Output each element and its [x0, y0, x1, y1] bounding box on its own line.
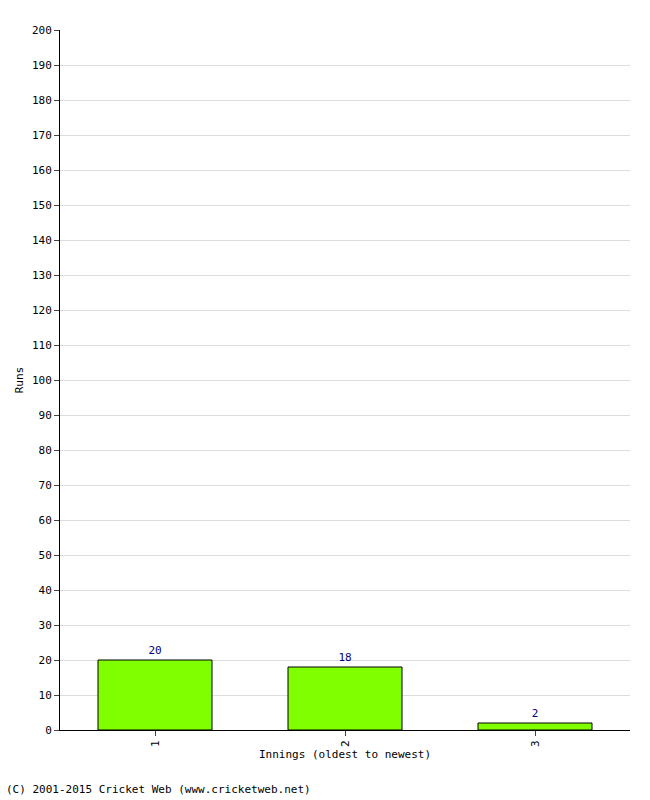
svg-text:1: 1 [149, 740, 162, 747]
svg-text:120: 120 [32, 304, 52, 317]
svg-text:70: 70 [39, 479, 52, 492]
svg-text:2: 2 [339, 740, 352, 747]
svg-text:90: 90 [39, 409, 52, 422]
svg-text:18: 18 [338, 651, 351, 664]
svg-text:180: 180 [32, 94, 52, 107]
svg-text:20: 20 [148, 644, 161, 657]
svg-text:0: 0 [45, 724, 52, 737]
svg-text:30: 30 [39, 619, 52, 632]
svg-text:10: 10 [39, 689, 52, 702]
svg-text:160: 160 [32, 164, 52, 177]
svg-text:Innings (oldest to newest): Innings (oldest to newest) [259, 748, 431, 761]
svg-text:190: 190 [32, 59, 52, 72]
svg-text:40: 40 [39, 584, 52, 597]
svg-text:80: 80 [39, 444, 52, 457]
svg-text:200: 200 [32, 24, 52, 37]
svg-text:50: 50 [39, 549, 52, 562]
svg-text:Runs: Runs [13, 367, 26, 394]
svg-text:130: 130 [32, 269, 52, 282]
svg-text:3: 3 [529, 740, 542, 747]
svg-text:140: 140 [32, 234, 52, 247]
svg-text:2: 2 [532, 707, 539, 720]
svg-text:100: 100 [32, 374, 52, 387]
svg-text:(C) 2001-2015 Cricket Web (www: (C) 2001-2015 Cricket Web (www.cricketwe… [6, 783, 311, 796]
svg-text:170: 170 [32, 129, 52, 142]
svg-text:150: 150 [32, 199, 52, 212]
svg-text:110: 110 [32, 339, 52, 352]
svg-text:60: 60 [39, 514, 52, 527]
svg-text:20: 20 [39, 654, 52, 667]
